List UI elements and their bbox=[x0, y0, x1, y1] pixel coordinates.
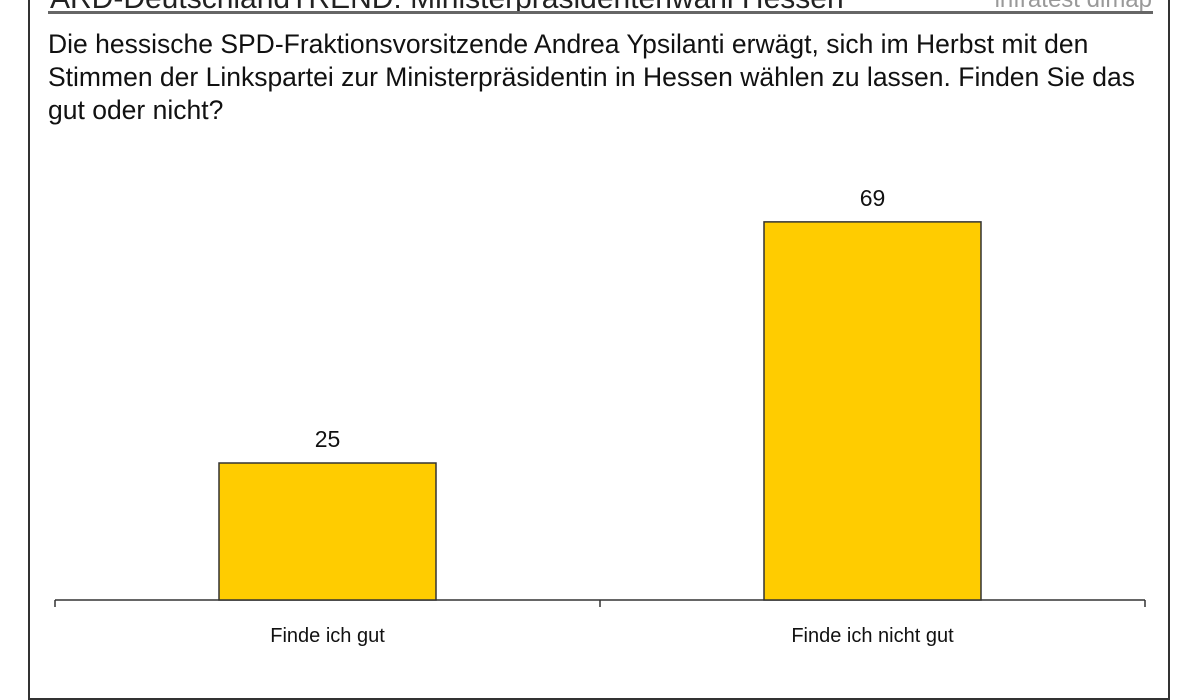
data-label: 25 bbox=[315, 426, 341, 452]
x-tick-label: Finde ich gut bbox=[270, 625, 385, 647]
bar bbox=[763, 221, 982, 601]
x-tick-label: Finde ich nicht gut bbox=[791, 625, 954, 647]
source-label: infratest dimap bbox=[995, 0, 1152, 14]
survey-question: Die hessische SPD-Fraktionsvorsitzende A… bbox=[48, 29, 1136, 125]
bar bbox=[218, 462, 437, 601]
data-label: 69 bbox=[860, 185, 886, 211]
header-divider bbox=[48, 11, 1153, 14]
bar-chart: 25 Finde ich gut 69 Finde ich nicht gut bbox=[54, 185, 1146, 647]
